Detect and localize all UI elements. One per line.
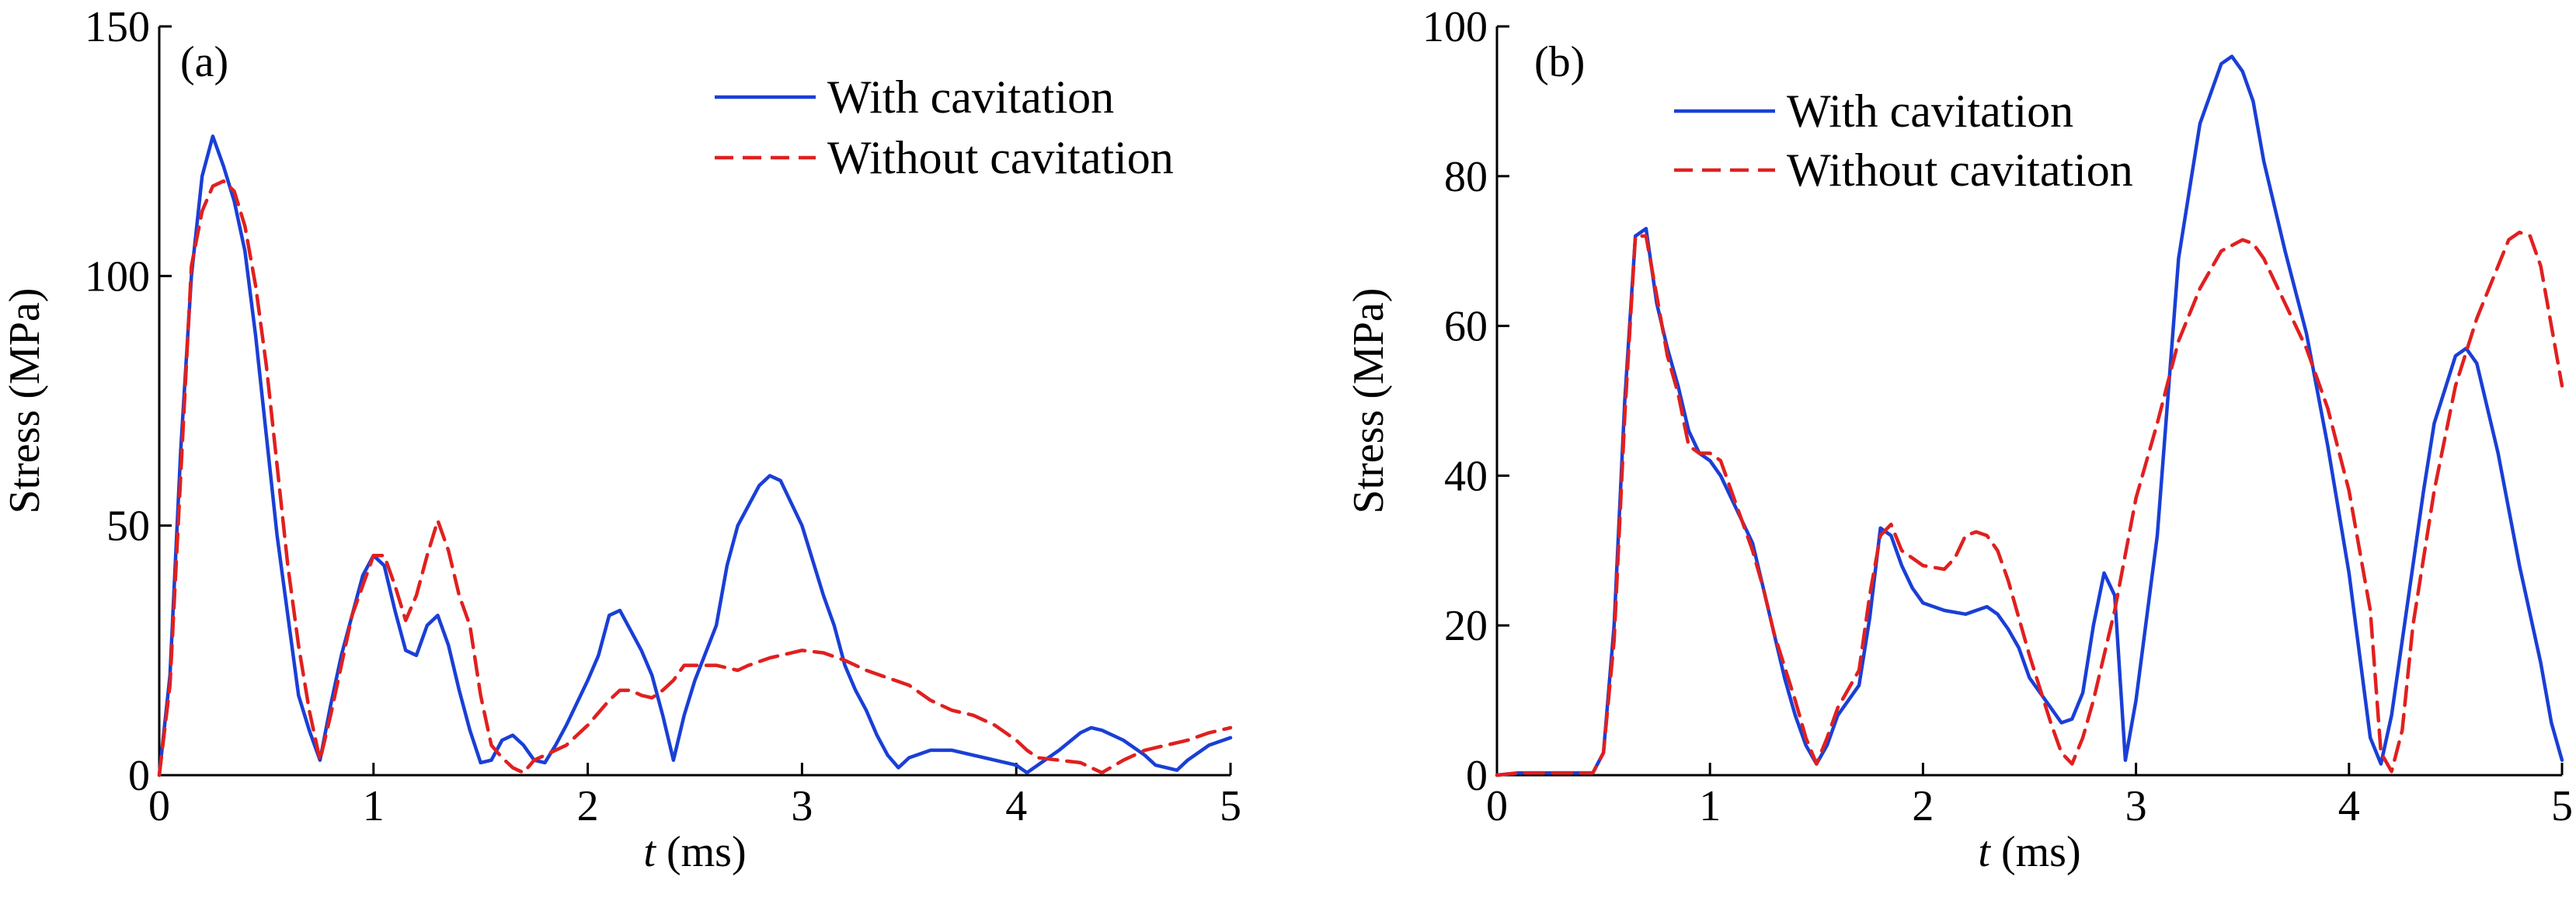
chart-b-x-axis-title: t (ms)	[1978, 828, 2080, 876]
chart-b-x-tick-label: 4	[2338, 782, 2360, 830]
chart-b-x-axis-unit: (ms)	[1990, 828, 2081, 876]
chart-a-y-axis-title: Stress (MPa)	[1, 288, 49, 514]
chart-a-series-with-cavitation	[157, 134, 1233, 778]
chart-b-y-tick-label: 80	[1444, 153, 1488, 201]
chart-a-y-tick-label: 150	[85, 3, 150, 51]
chart-a-x-tick-label: 4	[1005, 782, 1027, 830]
chart-b-y-tick-label: 100	[1422, 3, 1488, 51]
chart-a-panel-label: (a)	[180, 38, 228, 86]
chart-b-y-axis-title: Stress (MPa)	[1345, 288, 1393, 514]
chart-a-legend-label: With cavitation	[827, 71, 1114, 123]
chart-a-x-axis-title: t (ms)	[643, 828, 746, 876]
chart-a-x-axis-variable: t	[643, 828, 656, 876]
chart-b-legend: With cavitation Without cavitation	[1674, 85, 2133, 196]
chart-b-y-tick-label: 20	[1444, 602, 1488, 650]
chart-b-series-without-cavitation	[1495, 230, 2564, 778]
chart-b-legend-label: Without cavitation	[1787, 144, 2133, 196]
chart-b-y-tick-label: 0	[1466, 752, 1488, 800]
chart-b-series-with-cavitation	[1495, 54, 2564, 778]
chart-b-x-axis-variable: t	[1978, 828, 1991, 876]
chart-a-legend: With cavitation Without cavitation	[715, 71, 1174, 183]
chart-b-legend-label: With cavitation	[1787, 85, 2073, 137]
chart-b-x-tick-label: 2	[1912, 782, 1934, 830]
chart-b-x-tick-label: 0	[1486, 782, 1508, 830]
chart-a-x-tick-label: 0	[148, 782, 170, 830]
chart-a-y-tick-label: 100	[85, 252, 150, 301]
chart-panel-b: 0 1 2 3 4 5 0 20 40 60 80 100 (b) Stress (MPa) t (ms) W…	[1345, 3, 2573, 876]
chart-a-x-tick-label: 1	[363, 782, 385, 830]
chart-a-series-without-cavitation	[157, 179, 1233, 778]
chart-a-y-tick-label: 0	[128, 752, 150, 800]
chart-b-panel-label: (b)	[1534, 38, 1585, 86]
chart-a-x-tick-label: 3	[791, 782, 813, 830]
chart-b-x-tick-label: 1	[1699, 782, 1721, 830]
chart-b-x-tick-label: 5	[2551, 782, 2573, 830]
chart-a-y-tick-label: 50	[106, 503, 150, 551]
chart-a-x-tick-label: 2	[577, 782, 599, 830]
chart-a-x-tick-label: 5	[1220, 782, 1241, 830]
chart-a-x-axis-unit: (ms)	[656, 828, 747, 876]
chart-b-y-tick-label: 40	[1444, 452, 1488, 500]
chart-a-legend-label: Without cavitation	[827, 132, 1174, 183]
chart-b-x-tick-label: 3	[2125, 782, 2147, 830]
chart-b-y-tick-label: 60	[1444, 303, 1488, 351]
